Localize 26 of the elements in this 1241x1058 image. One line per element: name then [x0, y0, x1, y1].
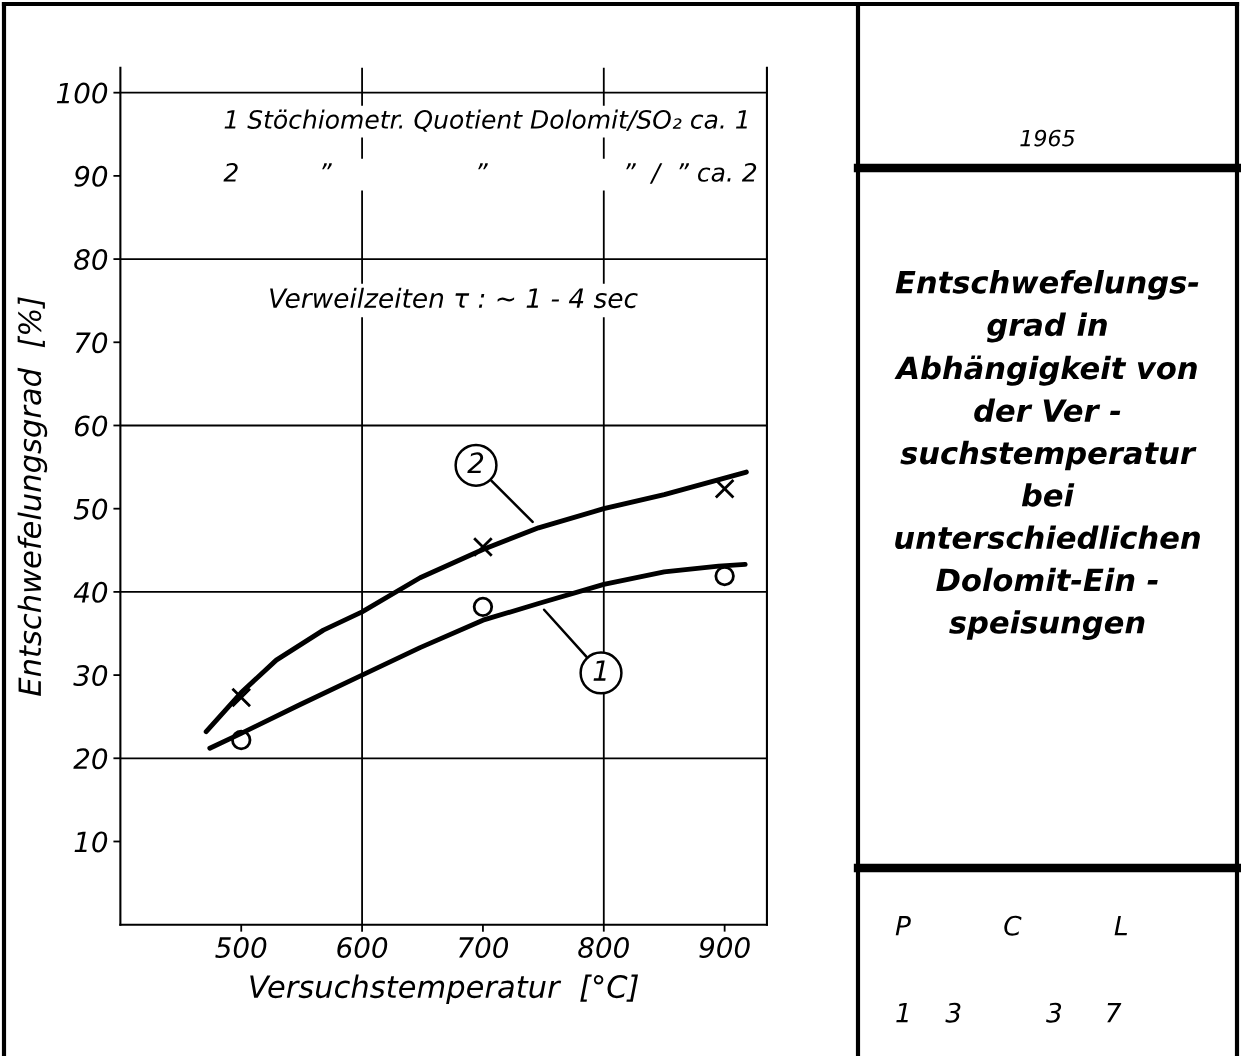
text: 1 3 3 7 — [896, 1002, 1122, 1023]
annotation: 1 — [593, 660, 606, 681]
y-tick-label: 80 — [74, 249, 108, 271]
x-tick-label: 500 — [215, 936, 267, 958]
text: 1965 — [1020, 129, 1075, 147]
annotation: Verweilzeiten τ : ~ 1 - 4 sec — [270, 287, 638, 309]
text: P C L — [895, 915, 1127, 936]
x-tick-label: 600 — [337, 936, 388, 958]
x-tick-label: 700 — [459, 936, 509, 958]
text: Entschwefelungs- grad in Abhängigkeit von der Ver - suchstemperatur bei unterschiedlichen Dolomit-Ein - speisungen — [894, 270, 1200, 640]
y-tick-label: 90 — [74, 165, 108, 187]
y-tick-label: 60 — [74, 415, 108, 437]
y-tick-label: 50 — [73, 498, 108, 520]
y-tick-label: 10 — [74, 831, 108, 853]
annotation: 1 Stöchiometr. Quotient Dolomit/SO₂ ca. 1 — [224, 109, 747, 132]
y-tick-label: 70 — [75, 332, 108, 354]
y-tick-label: 40 — [73, 581, 108, 603]
y-tick-label: 30 — [73, 665, 108, 687]
annotation: 2 — [467, 452, 484, 473]
x-tick-label: 900 — [699, 936, 750, 958]
y-axis-title: Entschwefelungsgrad [%] — [17, 297, 48, 696]
y-tick-label: 20 — [73, 748, 108, 770]
annotation: 2 ” ” ” / ” ca. 2 — [223, 162, 757, 184]
x-tick-label: 800 — [578, 936, 629, 958]
y-tick-label: 100 — [56, 82, 108, 104]
x-axis-title: Versuchstemperatur [°C] — [250, 974, 639, 1005]
